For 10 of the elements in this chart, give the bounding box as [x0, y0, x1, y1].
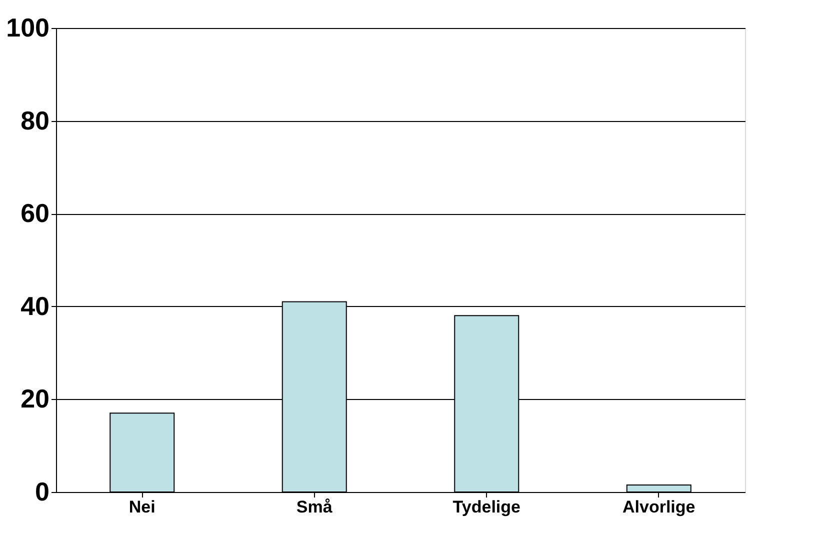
y-tick-label: 40: [20, 290, 50, 321]
y-tick-label: 0: [35, 476, 50, 506]
x-tick-label: Nei: [128, 498, 156, 516]
x-tick-label: Små: [296, 498, 333, 516]
x-tick-label: Alvorlige: [622, 498, 696, 516]
y-tick-label: 60: [20, 198, 50, 228]
y-tick-label: 20: [20, 384, 50, 414]
y-tick-label: 100: [6, 12, 50, 42]
x-tick-label: Tydelige: [452, 498, 520, 516]
y-tick-label: 80: [20, 105, 50, 136]
